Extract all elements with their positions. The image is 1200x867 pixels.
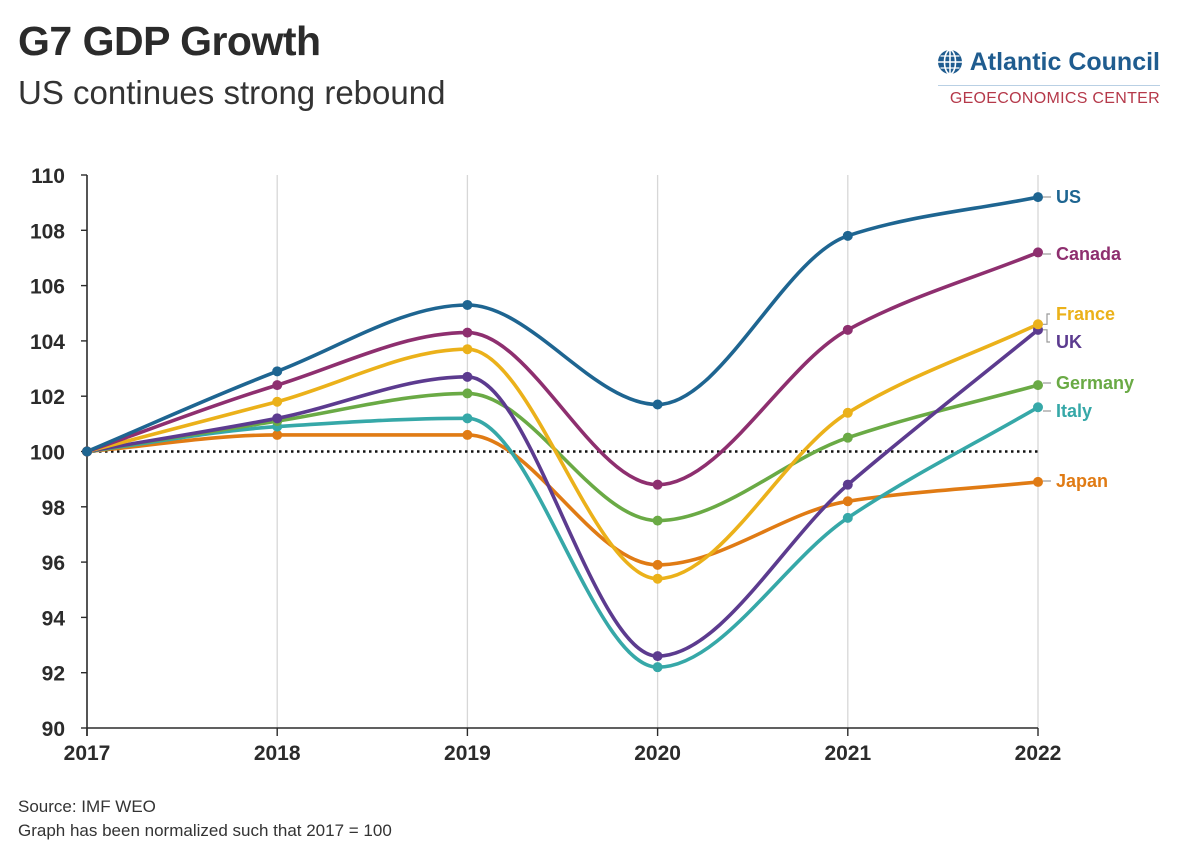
series-label-text: Germany (1056, 373, 1134, 393)
series-line-germany (85, 383, 1040, 523)
data-point-japan-2021 (842, 496, 853, 507)
data-point-france-2018 (272, 396, 283, 407)
label-connector (1043, 313, 1050, 325)
label-connector (1043, 329, 1050, 343)
data-point-italy-2020 (652, 662, 663, 673)
data-point-us-2019 (462, 299, 473, 310)
x-tick-label: 2021 (824, 742, 871, 765)
chart-series-lines (85, 195, 1040, 669)
data-point-france-2021 (842, 407, 853, 418)
data-point-uk-2021 (842, 479, 853, 490)
data-point-germany-2020 (652, 515, 663, 526)
data-point-germany-2019 (462, 388, 473, 399)
series-label-text: US (1056, 187, 1081, 207)
x-tick-label: 2017 (64, 742, 111, 765)
x-tick-label: 2018 (254, 742, 301, 765)
page-title: G7 GDP Growth (18, 18, 321, 64)
series-label-text: France (1056, 304, 1115, 324)
y-tick-label: 110 (31, 165, 65, 188)
y-tick-label: 106 (30, 276, 65, 299)
series-label-text: UK (1056, 332, 1082, 352)
data-point-italy-2021 (842, 512, 853, 523)
y-tick-label: 98 (42, 497, 66, 520)
chart-axes: 90 92 94 96 98 100 102 104 106 108 110 2017 2018 2019… (30, 165, 1061, 765)
brand-divider (938, 85, 1160, 86)
data-point-france-2022 (1033, 319, 1043, 330)
data-point-japan-2022 (1033, 476, 1043, 487)
chart-series-labels: US Canada France UK Germany Italy Japan (1043, 187, 1134, 491)
series-line-uk (85, 328, 1040, 658)
data-point-italy-2019 (462, 413, 473, 424)
data-point-italy-2022 (1033, 402, 1043, 413)
series-label-text: Canada (1056, 244, 1122, 264)
data-point-canada-2019 (462, 327, 473, 338)
data-point-us-2018 (272, 366, 283, 377)
series-label-japan: Japan (1043, 471, 1108, 491)
globe-icon (937, 49, 962, 75)
y-tick-label: 90 (42, 718, 65, 741)
y-tick-label: 96 (42, 552, 65, 575)
series-label-italy: Italy (1043, 401, 1092, 421)
y-tick-label: 100 (30, 442, 65, 465)
data-point-us-2020 (652, 399, 663, 410)
y-tick-label: 92 (42, 663, 65, 686)
data-point-us-2021 (842, 230, 853, 241)
y-tick-label: 108 (30, 220, 65, 243)
series-line-japan (85, 433, 1040, 567)
y-tick-label: 102 (30, 386, 65, 409)
data-point-canada-2022 (1033, 247, 1043, 258)
y-tick-label: 94 (42, 607, 66, 630)
chart-data-points (82, 192, 1043, 673)
source-note: Source: IMF WEO (18, 797, 156, 816)
x-tick-label: 2022 (1015, 742, 1062, 765)
data-point-uk-2018 (272, 413, 283, 424)
data-point-france-2020 (652, 573, 663, 584)
series-label-text: Italy (1056, 401, 1092, 421)
data-point-japan-2019 (462, 429, 473, 440)
data-point-germany-2021 (842, 432, 853, 443)
y-tick-label: 104 (30, 331, 65, 354)
normalization-note: Graph has been normalized such that 2017… (18, 821, 392, 840)
data-point-canada-2018 (272, 380, 283, 391)
x-tick-label: 2019 (444, 742, 491, 765)
page-subtitle: US continues strong rebound (18, 74, 446, 111)
data-point-canada-2021 (842, 324, 853, 335)
series-label-text: Japan (1056, 471, 1108, 491)
series-line-canada (85, 250, 1040, 487)
brand-logo: Atlantic Council GEOECONOMICS CENTER (900, 42, 1160, 112)
x-tick-label: 2020 (634, 742, 681, 765)
data-point-germany-2022 (1033, 380, 1043, 391)
series-line-france (85, 322, 1040, 581)
series-label-germany: Germany (1043, 373, 1134, 393)
data-point-uk-2019 (462, 371, 473, 382)
data-point-japan-2018 (272, 429, 283, 440)
series-label-france: France (1043, 304, 1115, 325)
series-label-canada: Canada (1043, 244, 1122, 264)
brand-subline: GEOECONOMICS CENTER (949, 90, 1160, 107)
series-label-us: US (1043, 187, 1081, 207)
brand-logo-row: Atlantic Council (900, 42, 1160, 82)
data-point-us-2022 (1033, 192, 1043, 203)
data-point-us-2017 (82, 446, 92, 457)
data-point-uk-2020 (652, 651, 663, 662)
data-point-japan-2020 (652, 559, 663, 570)
series-label-uk: UK (1043, 329, 1082, 352)
data-point-canada-2020 (652, 479, 663, 490)
data-point-france-2019 (462, 344, 473, 355)
brand-name: Atlantic Council (969, 47, 1160, 76)
